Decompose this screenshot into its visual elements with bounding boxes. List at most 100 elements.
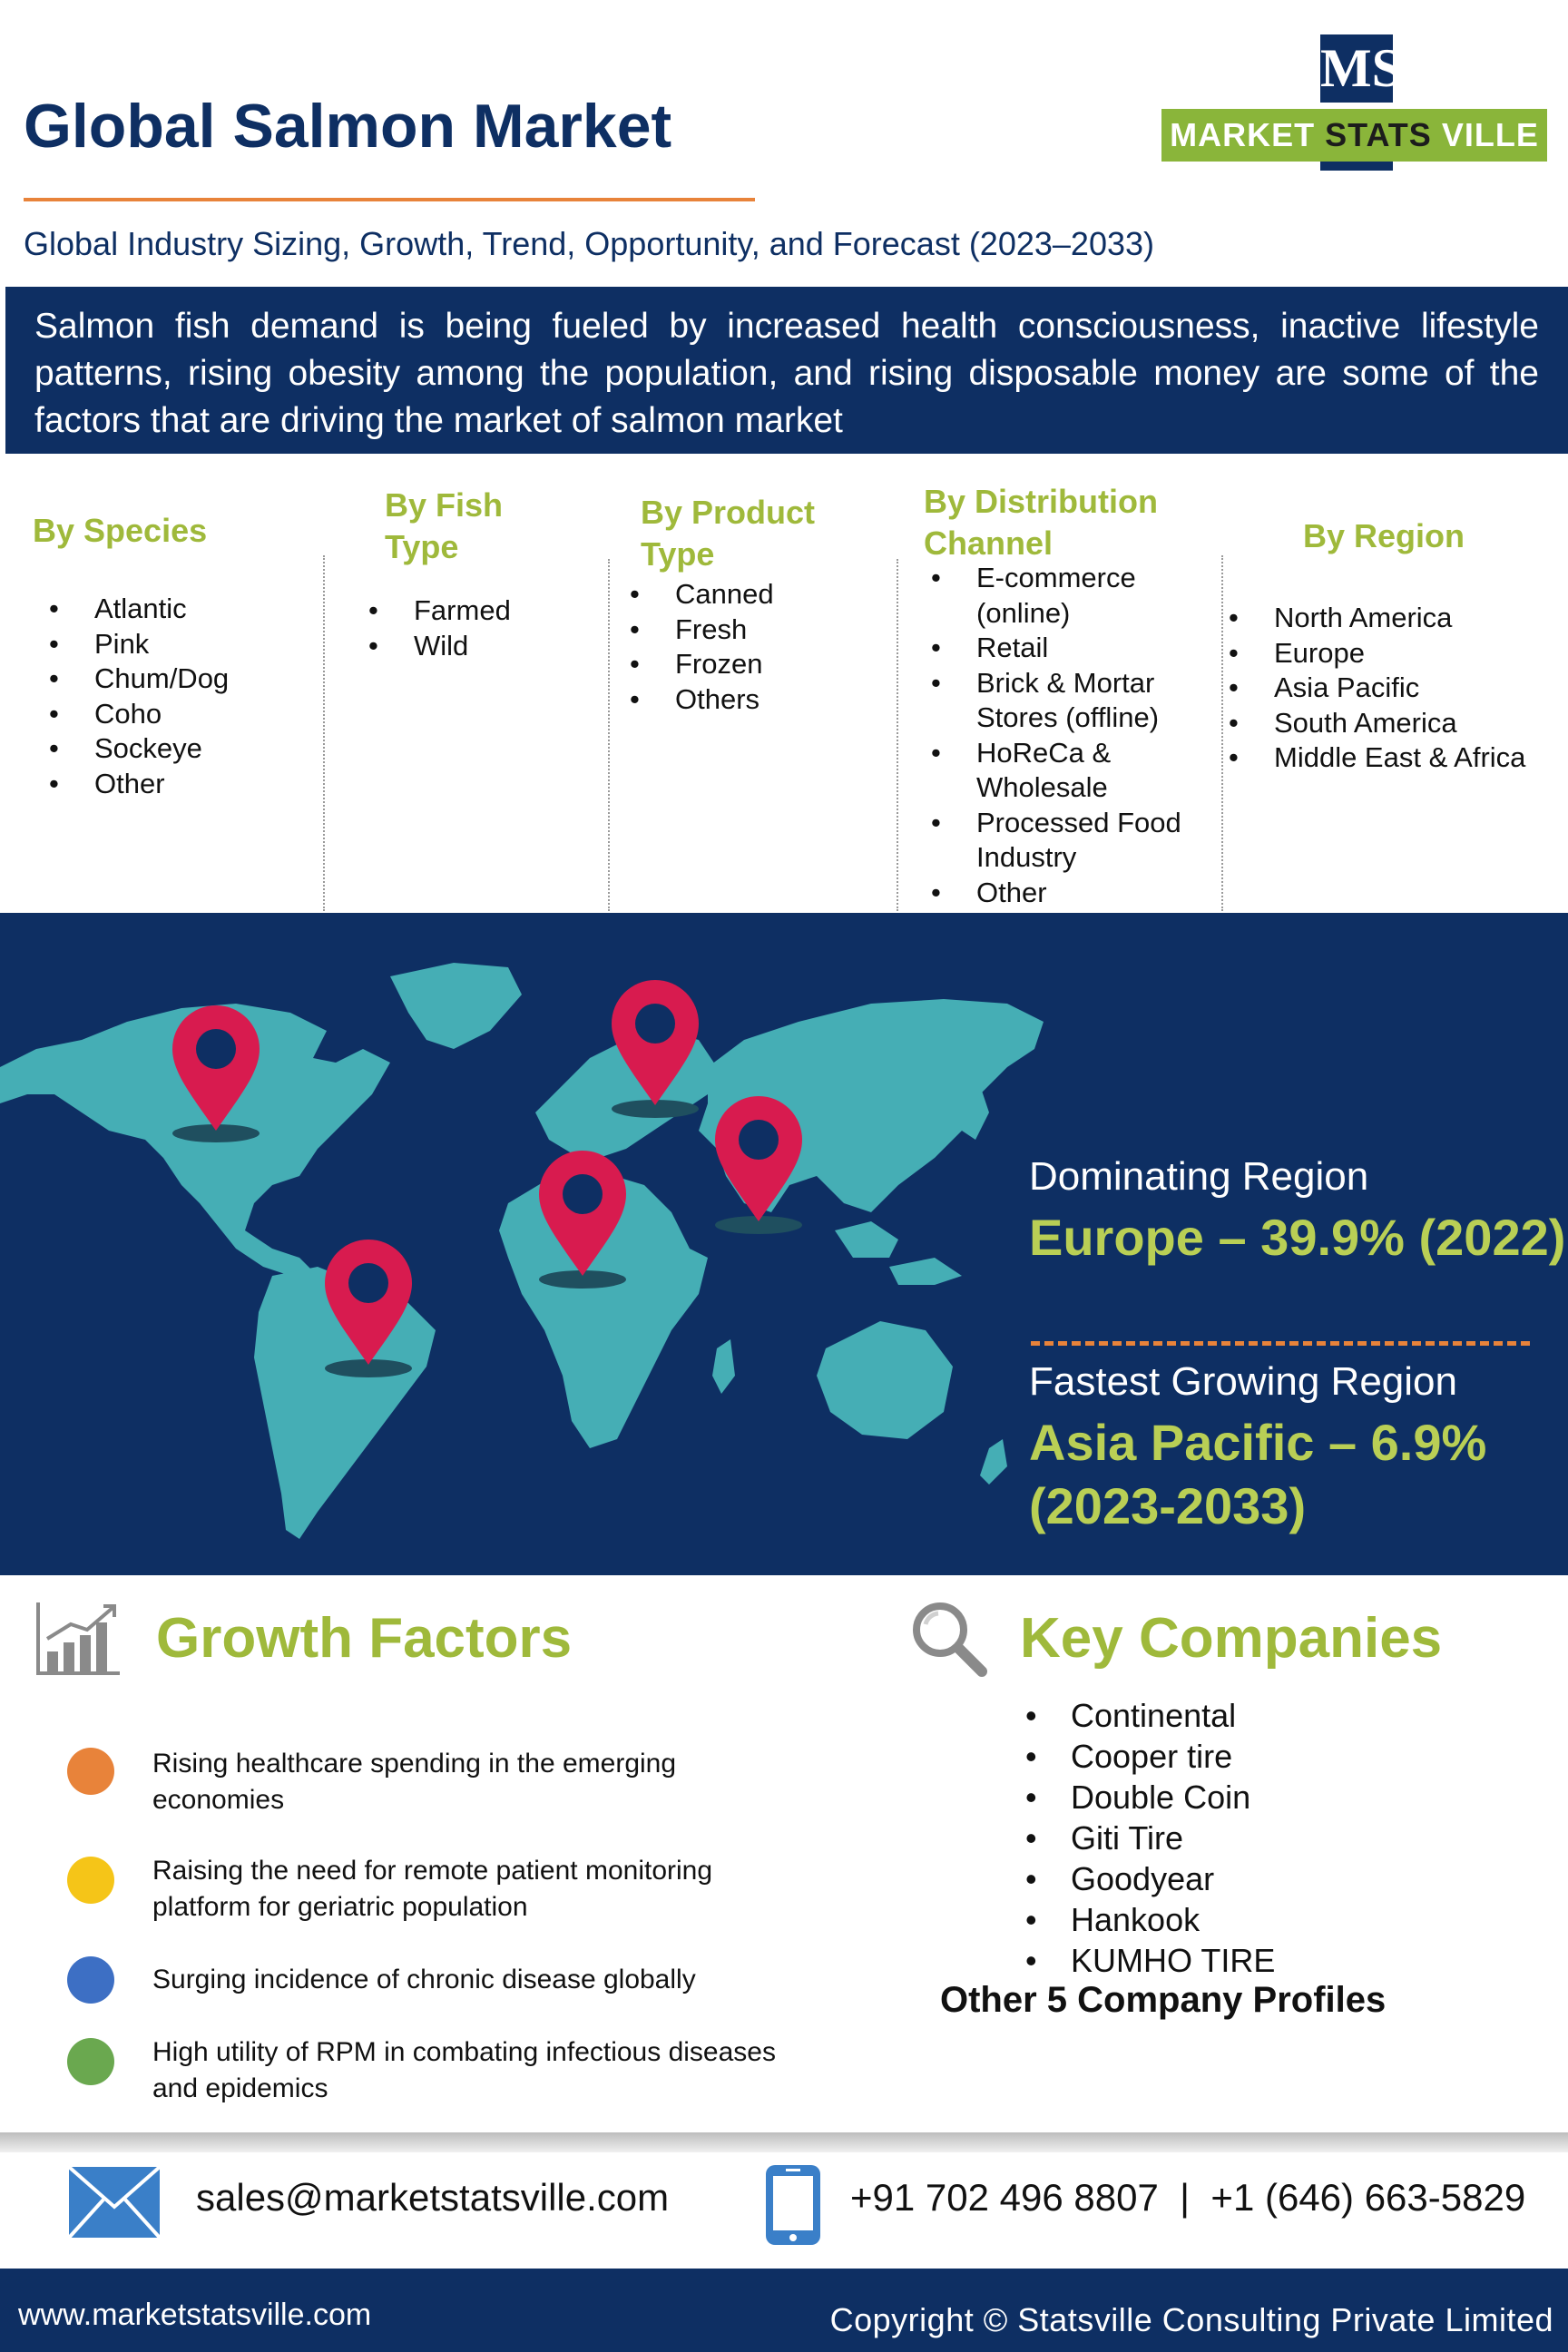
- list-item: Other: [915, 876, 1181, 911]
- logo-word-market: MARKET: [1170, 116, 1316, 153]
- bar-chart-icon: [36, 1602, 120, 1675]
- segment-product-type: By Product Type Canned Fresh Frozen Othe…: [630, 492, 816, 717]
- list-item: Processed Food: [915, 806, 1181, 841]
- segment-list: Farmed Wild: [352, 593, 511, 663]
- envelope-icon: [67, 2165, 162, 2239]
- list-item-continued: Industry: [915, 840, 1181, 876]
- continents: [0, 963, 1044, 1539]
- growth-factor-line: Rising healthcare spending in the emergi…: [152, 1749, 677, 1779]
- title-underline: [24, 198, 755, 201]
- segment-region: By Region North America Europe Asia Paci…: [1229, 515, 1525, 776]
- segment-distribution: By Distribution Channel E-commerce (onli…: [924, 481, 1181, 910]
- growth-factor-line: economies: [152, 1785, 285, 1815]
- logo-word-stats: STATS: [1325, 116, 1432, 153]
- africa-shape: [499, 1171, 708, 1448]
- segment-heading: By Fish: [385, 486, 504, 524]
- segment-heading: By Product: [641, 494, 816, 531]
- fastest-region-value: Asia Pacific – 6.9%: [1029, 1414, 1487, 1471]
- segment-list: Atlantic Pink Chum/Dog Coho Sockeye Othe…: [33, 592, 229, 801]
- list-item: Others: [613, 682, 815, 718]
- company-item: Goodyear: [1007, 1858, 1275, 1899]
- growth-factor-line: High utility of RPM in combating infecti…: [152, 2037, 776, 2067]
- growth-bullet-blue: [67, 1956, 114, 2004]
- list-item: E-commerce: [915, 561, 1181, 596]
- segment-heading: By Species: [33, 512, 208, 549]
- segment-list: Canned Fresh Frozen Others: [613, 577, 815, 717]
- logo-wordmark: MARKET STATS VILLE: [1161, 109, 1547, 162]
- companies-list: Continental Cooper tire Double Coin Giti…: [1007, 1695, 1275, 1981]
- list-item: Canned: [613, 577, 815, 612]
- segment-list: E-commerce (online) Retail Brick & Morta…: [915, 561, 1181, 910]
- list-item-continued: Wholesale: [915, 770, 1181, 806]
- dashed-separator: [1031, 1341, 1530, 1346]
- segment-divider: [323, 555, 325, 911]
- company-logo[interactable]: MS MARKET STATS VILLE: [1161, 34, 1547, 171]
- growth-factor-item: Rising healthcare spending in the emergi…: [152, 1746, 842, 1818]
- company-item: Giti Tire: [1007, 1818, 1275, 1858]
- growth-factors-heading: Growth Factors: [156, 1607, 573, 1670]
- company-item: KUMHO TIRE: [1007, 1940, 1275, 1981]
- logo-mark: MS: [1320, 34, 1402, 103]
- magnifier-icon: [913, 1602, 987, 1677]
- email-link[interactable]: sales@marketstatsville.com: [196, 2176, 670, 2219]
- list-item: Fresh: [613, 612, 815, 648]
- growth-factor-line: platform for geriatric population: [152, 1892, 528, 1922]
- madagascar-shape: [712, 1339, 735, 1394]
- growth-factor-line: Raising the need for remote patient moni…: [152, 1856, 713, 1886]
- footer: www.marketstatsville.com Copyright © Sta…: [0, 2269, 1568, 2352]
- dominating-region-value: Europe – 39.9% (2022): [1029, 1209, 1566, 1266]
- list-item: Atlantic: [33, 592, 229, 627]
- world-map-panel: [0, 913, 1568, 1575]
- list-item-text: (online): [976, 596, 1071, 629]
- segment-fish-type: By Fish Type Farmed Wild: [368, 485, 511, 663]
- list-item: Wild: [352, 629, 511, 664]
- southeast-asia-shape: [835, 1221, 962, 1285]
- logo-word-ville: VILLE: [1441, 116, 1539, 153]
- segment-heading: By Region: [1303, 517, 1465, 554]
- list-item: Brick & Mortar: [915, 666, 1181, 701]
- segment-list: North America Europe Asia Pacific South …: [1212, 601, 1525, 776]
- growth-factor-item: Surging incidence of chronic disease glo…: [152, 1962, 842, 1998]
- south-america-shape: [254, 1267, 436, 1539]
- other-companies-note: Other 5 Company Profiles: [940, 1980, 1387, 2020]
- location-pin-europe-north: [612, 980, 699, 1118]
- segment-heading-line2: Type: [641, 535, 715, 573]
- phone-numbers[interactable]: +91 702 496 8807 | +1 (646) 663-5829: [850, 2176, 1526, 2219]
- growth-factor-item: Raising the need for remote patient moni…: [152, 1853, 842, 1926]
- list-item-text: Wholesale: [976, 771, 1108, 803]
- list-item-text: Stores (offline): [976, 701, 1160, 733]
- copyright-text: Copyright © Statsville Consulting Privat…: [829, 2301, 1553, 2338]
- key-companies-heading: Key Companies: [1020, 1607, 1443, 1670]
- segment-divider: [897, 559, 898, 911]
- list-item: Sockeye: [33, 731, 229, 767]
- list-item-text: Industry: [976, 841, 1077, 873]
- list-item: North America: [1212, 601, 1525, 636]
- section-shadow: [0, 2132, 1568, 2152]
- company-item: Double Coin: [1007, 1777, 1275, 1818]
- growth-bullet-yellow: [67, 1857, 114, 1904]
- list-item: Chum/Dog: [33, 662, 229, 697]
- list-item: Coho: [33, 697, 229, 732]
- growth-factor-line: and epidemics: [152, 2073, 328, 2103]
- dominating-region-label: Dominating Region: [1029, 1154, 1369, 1199]
- map-pins: [172, 980, 802, 1377]
- list-item-continued: (online): [915, 596, 1181, 632]
- location-pin-middle-east: [539, 1151, 626, 1289]
- segment-divider: [608, 559, 610, 911]
- list-item: Other: [33, 767, 229, 802]
- list-item: South America: [1212, 706, 1525, 741]
- list-item: Asia Pacific: [1212, 671, 1525, 706]
- segment-heading-line2: Type: [385, 528, 459, 565]
- website-link[interactable]: www.marketstatsville.com: [18, 2298, 372, 2332]
- new-zealand-shape: [980, 1439, 1007, 1485]
- greenland-shape: [390, 963, 522, 1049]
- company-item: Cooper tire: [1007, 1736, 1275, 1777]
- growth-bullet-orange: [67, 1748, 114, 1795]
- japan-shape: [962, 1085, 989, 1140]
- list-item: Middle East & Africa: [1212, 740, 1525, 776]
- segment-species: By Species Atlantic Pink Chum/Dog Coho S…: [33, 510, 229, 801]
- growth-factor-item: High utility of RPM in combating infecti…: [152, 2034, 842, 2107]
- location-pin-north-america: [172, 1005, 260, 1142]
- company-item: Hankook: [1007, 1899, 1275, 1940]
- page-subtitle: Global Industry Sizing, Growth, Trend, O…: [24, 225, 1154, 262]
